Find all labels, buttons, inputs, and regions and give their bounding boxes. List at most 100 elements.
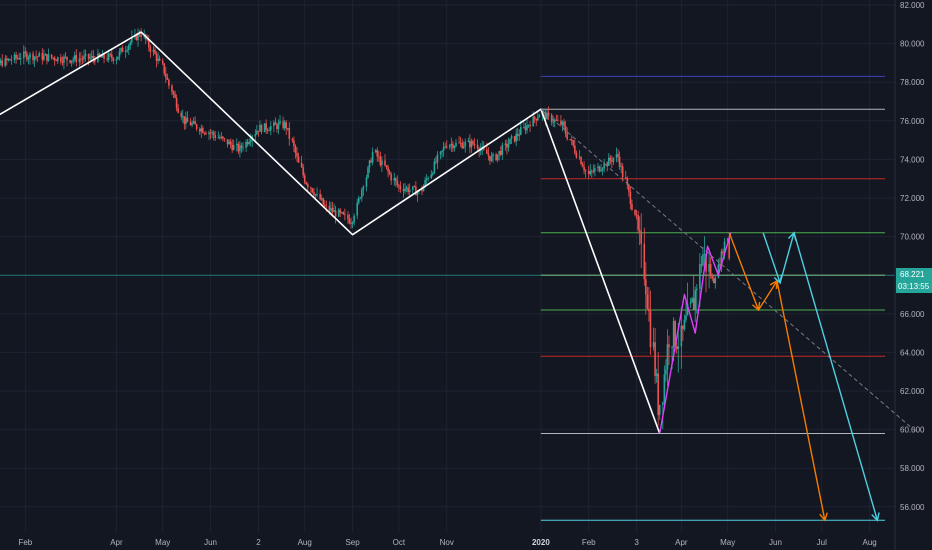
candle-body bbox=[18, 57, 20, 60]
candle-body bbox=[181, 116, 184, 118]
candle-body bbox=[469, 140, 471, 148]
candle-body bbox=[629, 191, 632, 205]
candle-body bbox=[597, 166, 599, 169]
candle-body bbox=[396, 180, 399, 186]
candle-body bbox=[66, 56, 68, 61]
candle-body bbox=[314, 194, 317, 196]
candle-body bbox=[36, 56, 39, 58]
y-tick-label: 66.000 bbox=[900, 310, 925, 319]
candle-body bbox=[607, 157, 610, 166]
candle-body bbox=[35, 56, 37, 58]
candle-body bbox=[662, 402, 664, 405]
candle-body bbox=[723, 241, 726, 254]
candle-body bbox=[609, 157, 612, 161]
candle-body bbox=[421, 189, 423, 192]
candle-body bbox=[544, 112, 547, 120]
candle-body bbox=[416, 191, 419, 196]
candle-body bbox=[566, 133, 568, 140]
candle-body bbox=[646, 294, 649, 309]
bar-countdown: 03:13:55 bbox=[898, 282, 930, 291]
candle-body bbox=[415, 186, 417, 196]
candle-body bbox=[302, 167, 304, 176]
candle-body bbox=[407, 187, 409, 192]
candle-body bbox=[708, 263, 710, 272]
candle-body bbox=[13, 54, 16, 61]
candle-body bbox=[171, 85, 173, 92]
candle-body bbox=[198, 129, 201, 132]
candle-body bbox=[520, 127, 522, 135]
candle-body bbox=[535, 118, 538, 121]
candle-body bbox=[436, 154, 439, 163]
candle-body bbox=[259, 124, 261, 132]
candle-body bbox=[120, 47, 122, 52]
candle-body bbox=[103, 53, 105, 59]
candle-body bbox=[686, 303, 689, 316]
candle-body bbox=[476, 144, 479, 149]
candle-body bbox=[674, 321, 676, 347]
candle-body bbox=[205, 133, 207, 135]
candle-body bbox=[675, 346, 678, 349]
candle-body bbox=[291, 138, 294, 141]
candle-body bbox=[378, 156, 380, 158]
candle-body bbox=[43, 55, 45, 60]
y-tick-label: 82.000 bbox=[900, 1, 925, 10]
candle-body bbox=[263, 123, 266, 133]
y-tick-label: 80.000 bbox=[900, 40, 925, 49]
candle-body bbox=[208, 132, 210, 135]
candle-body bbox=[655, 373, 658, 376]
candle-body bbox=[333, 210, 335, 213]
candle-body bbox=[72, 59, 74, 61]
candle-body bbox=[543, 112, 545, 114]
candle-body bbox=[328, 205, 331, 211]
candle-body bbox=[75, 55, 78, 62]
cyan-arrow-head bbox=[787, 231, 797, 241]
candle-body bbox=[506, 143, 508, 148]
candle-body bbox=[245, 141, 247, 148]
candle-body bbox=[23, 51, 25, 59]
candle-body bbox=[452, 143, 454, 149]
candle-body bbox=[121, 47, 124, 52]
candle-body bbox=[691, 298, 693, 303]
candle-body bbox=[611, 160, 613, 162]
candle-body bbox=[498, 150, 501, 155]
y-tick-label: 70.000 bbox=[900, 233, 925, 242]
candle-body bbox=[515, 133, 517, 142]
candle-body bbox=[135, 34, 138, 41]
candle-body bbox=[473, 144, 476, 146]
candle-body bbox=[177, 108, 179, 113]
candle-body bbox=[257, 130, 260, 132]
time-axis[interactable]: Feb Apr May Jun 2 Aug Sep Oct Nov 2020 Feb 3 Apr May J… bbox=[18, 538, 876, 547]
candle-body bbox=[146, 38, 149, 40]
candle-body bbox=[606, 162, 609, 166]
candle-body bbox=[394, 178, 397, 181]
candle-body bbox=[404, 188, 406, 192]
candle-body bbox=[78, 58, 81, 62]
candle-body bbox=[714, 277, 717, 284]
candle-body bbox=[316, 193, 318, 195]
candle-body bbox=[282, 121, 284, 128]
candle-body bbox=[340, 212, 343, 214]
x-tick-label: Sep bbox=[345, 538, 360, 547]
candle-body bbox=[47, 54, 50, 61]
candle-body bbox=[572, 140, 575, 146]
candle-body bbox=[470, 141, 473, 148]
candle-body bbox=[0, 60, 2, 64]
candle-body bbox=[16, 57, 19, 59]
candle-body bbox=[220, 136, 223, 139]
candle-body bbox=[433, 161, 436, 174]
candle-body bbox=[393, 178, 396, 181]
candle-body bbox=[510, 136, 513, 139]
candle-body bbox=[618, 156, 621, 167]
candle-body bbox=[581, 164, 584, 167]
candle-body bbox=[711, 276, 714, 279]
candle-body bbox=[322, 198, 325, 205]
candle-body bbox=[359, 197, 362, 199]
candle-body bbox=[709, 263, 712, 277]
candle-body bbox=[256, 130, 258, 135]
candle-body bbox=[553, 119, 556, 122]
candle-body bbox=[64, 56, 67, 58]
candle-body bbox=[183, 116, 186, 124]
candle-body bbox=[158, 58, 161, 61]
cyan-arrow-head bbox=[871, 512, 880, 522]
